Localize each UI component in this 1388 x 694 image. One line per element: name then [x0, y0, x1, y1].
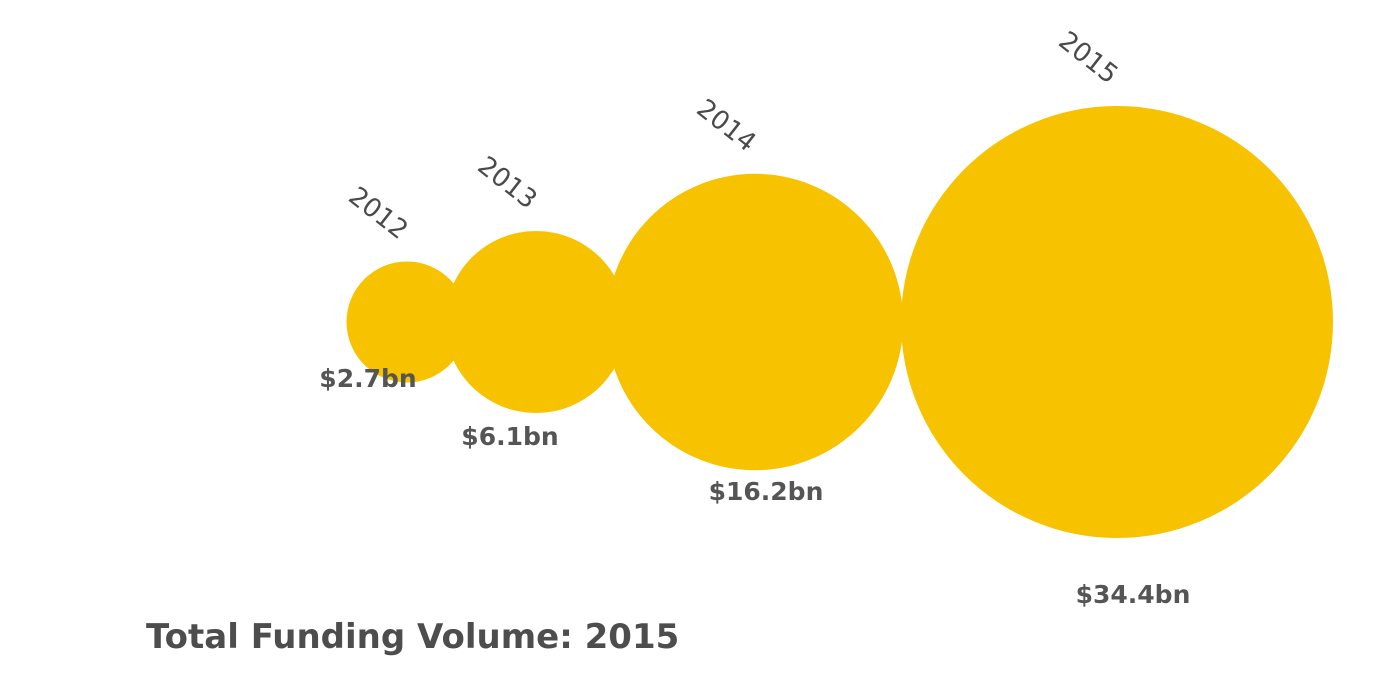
bubble-2014	[606, 173, 904, 471]
year-label-2013: 2013	[472, 151, 543, 215]
bubble-marks: 2012 $2.7bn 2013 $6.1bn 2014 $16.2bn 2015 $34.4…	[319, 26, 1333, 609]
bubble-2013	[445, 231, 627, 413]
bubble-2015	[901, 106, 1333, 538]
year-label-2015: 2015	[1053, 26, 1124, 90]
value-label-2014: $16.2bn	[709, 477, 824, 506]
value-label-2013: $6.1bn	[461, 422, 558, 451]
bubble-2012	[346, 261, 468, 383]
year-label-2012: 2012	[343, 181, 414, 245]
year-label-2014: 2014	[691, 94, 762, 158]
value-label-2012: $2.7bn	[319, 364, 416, 393]
value-label-2015: $34.4bn	[1076, 580, 1191, 609]
chart-title: Total Funding Volume: 2015	[146, 617, 679, 657]
